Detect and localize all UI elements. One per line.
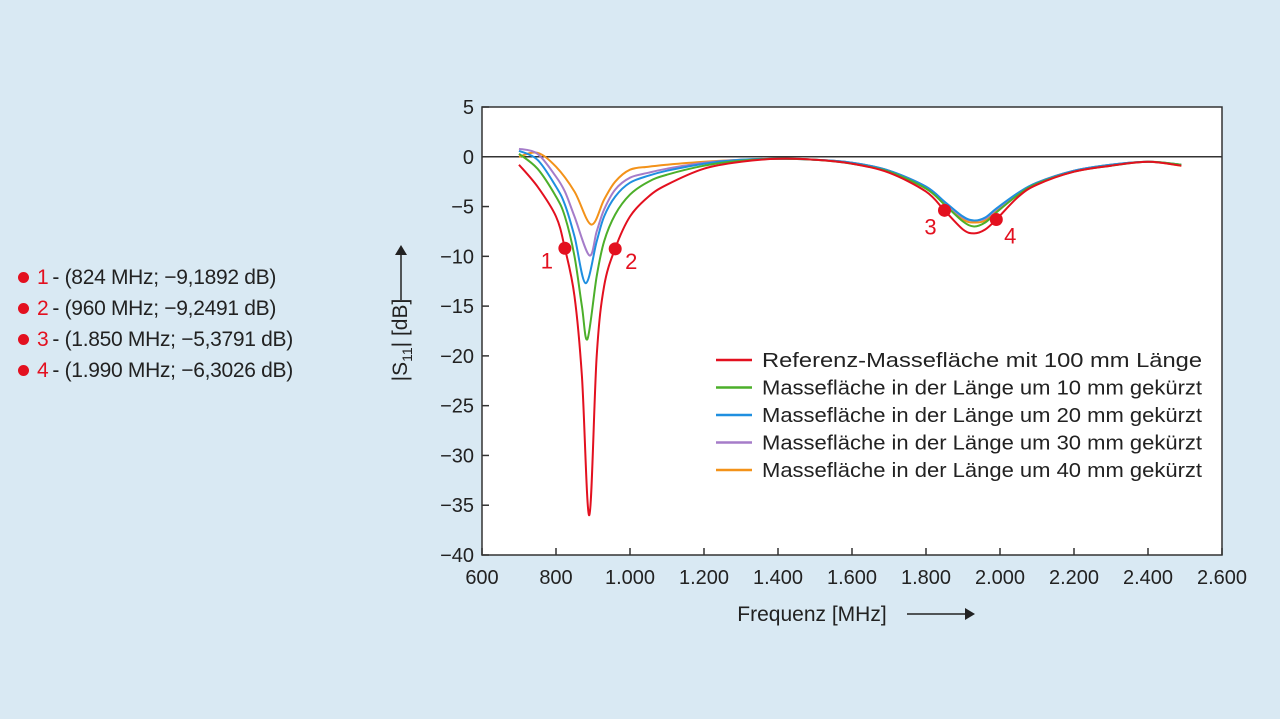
annotation-label: 4 [1004, 224, 1016, 249]
legend-label: Massefläche in der Länge um 10 mm gekürz… [762, 378, 1202, 400]
x-tick-label: 2.200 [1049, 567, 1099, 589]
x-tick-label: 1.600 [827, 567, 877, 589]
x-tick-label: 2.000 [975, 567, 1025, 589]
marker-value: - (1.990 MHz; −6,3026 dB) [52, 359, 293, 382]
x-tick-label: 1.200 [679, 567, 729, 589]
marker-item: 4- (1.990 MHz; −6,3026 dB) [18, 355, 293, 386]
x-tick-label: 1.800 [901, 567, 951, 589]
annotation-point [558, 241, 572, 255]
y-tick-label: −35 [440, 495, 474, 517]
plot-area [481, 106, 1223, 556]
x-axis-label: Frequenz [MHz] [737, 603, 886, 626]
x-axis-arrow-icon [907, 608, 975, 620]
marker-number: 4 [37, 359, 49, 382]
marker-item: 2- (960 MHz; −9,2491 dB) [18, 293, 293, 324]
legend-label: Massefläche in der Länge um 40 mm gekürz… [762, 460, 1202, 482]
y-tick-label: 0 [463, 147, 474, 169]
y-tick-label: −25 [440, 396, 474, 418]
legend-label: Massefläche in der Länge um 20 mm gekürz… [762, 405, 1202, 427]
x-tick-label: 600 [465, 567, 498, 589]
annotation-point [938, 203, 951, 217]
marker-value: - (960 MHz; −9,2491 dB) [52, 297, 277, 320]
annotation-label: 1 [541, 248, 553, 273]
annotation-label: 2 [625, 249, 637, 274]
marker-item: 3- (1.850 MHz; −5,3791 dB) [18, 324, 293, 355]
marker-dot-icon [18, 334, 29, 345]
legend-label: Massefläche in der Länge um 30 mm gekürz… [762, 433, 1202, 455]
x-tick-label: 800 [539, 567, 572, 589]
marker-dot-icon [18, 365, 29, 376]
marker-dot-icon [18, 272, 29, 283]
x-tick-label: 2.400 [1123, 567, 1173, 589]
annotation-label: 3 [924, 214, 936, 239]
y-tick-label: −30 [440, 445, 474, 467]
marker-number: 3 [37, 328, 49, 351]
y-tick-label: −5 [451, 197, 474, 219]
annotation-point [989, 213, 1003, 227]
y-tick-label: −15 [440, 296, 474, 318]
series-line [518, 157, 1182, 517]
marker-value: - (1.850 MHz; −5,3791 dB) [52, 328, 293, 351]
x-tick-label: 2.600 [1197, 567, 1247, 589]
marker-number: 1 [37, 266, 49, 289]
x-tick-label: 1.000 [605, 567, 655, 589]
y-axis-label: |S11| [dB] [389, 299, 415, 382]
legend-label: Referenz-Massefläche mit 100 mm Länge [762, 350, 1202, 372]
annotation-point [608, 242, 622, 256]
y-tick-label: −20 [440, 346, 474, 368]
marker-number: 2 [37, 297, 49, 320]
marker-value: - (824 MHz; −9,1892 dB) [52, 266, 277, 289]
marker-list: 1- (824 MHz; −9,1892 dB) 2- (960 MHz; −9,… [18, 262, 293, 386]
y-tick-label: −10 [440, 246, 474, 268]
y-tick-label: 5 [463, 97, 474, 119]
marker-item: 1- (824 MHz; −9,1892 dB) [18, 262, 293, 293]
y-tick-label: −40 [440, 545, 474, 567]
y-axis-arrow-icon [395, 245, 407, 300]
x-tick-label: 1.400 [753, 567, 803, 589]
marker-dot-icon [18, 303, 29, 314]
